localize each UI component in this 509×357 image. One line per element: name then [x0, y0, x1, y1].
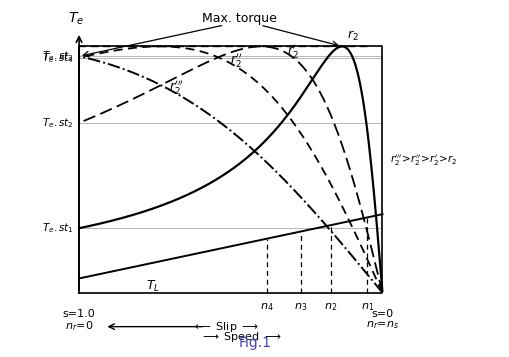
Text: $n_r\!=\!n_s$: $n_r\!=\!n_s$: [365, 320, 399, 331]
Text: $T_e.st_2$: $T_e.st_2$: [42, 116, 74, 130]
Text: $r_2''' \!>\! r_2'' \!>\! r_2' \!>\! r_2$: $r_2''' \!>\! r_2'' \!>\! r_2' \!>\! r_2…: [389, 153, 457, 169]
Text: $r_2''$: $r_2''$: [230, 51, 242, 69]
Text: $T_e.st_1$: $T_e.st_1$: [42, 221, 74, 235]
Text: $T_e$: $T_e$: [68, 10, 84, 27]
Text: $T_e.st_3$: $T_e.st_3$: [42, 49, 74, 63]
Text: $n_4$: $n_4$: [260, 302, 273, 313]
Text: $n_1$: $n_1$: [360, 302, 373, 313]
Text: Fig.1: Fig.1: [238, 336, 271, 350]
Text: s=0: s=0: [371, 309, 393, 319]
Text: $n_3$: $n_3$: [293, 302, 306, 313]
Text: $\longleftarrow$ Slip $\longrightarrow$: $\longleftarrow$ Slip $\longrightarrow$: [192, 320, 259, 334]
Text: s=1.0: s=1.0: [63, 309, 95, 319]
Text: $\longrightarrow$ Speed $\longrightarrow$: $\longrightarrow$ Speed $\longrightarrow…: [200, 330, 281, 345]
Text: $T_e.st_4$: $T_e.st_4$: [42, 51, 74, 65]
Text: $n_2$: $n_2$: [324, 302, 337, 313]
Text: Max. torque: Max. torque: [202, 12, 276, 25]
Text: $T_L$: $T_L$: [146, 278, 159, 294]
Text: $n_r\!=\!0$: $n_r\!=\!0$: [65, 320, 93, 333]
Text: $r_2'$: $r_2'$: [287, 42, 299, 60]
Text: $r_2'''$: $r_2'''$: [169, 78, 184, 96]
Text: $r_2$: $r_2$: [347, 29, 358, 43]
